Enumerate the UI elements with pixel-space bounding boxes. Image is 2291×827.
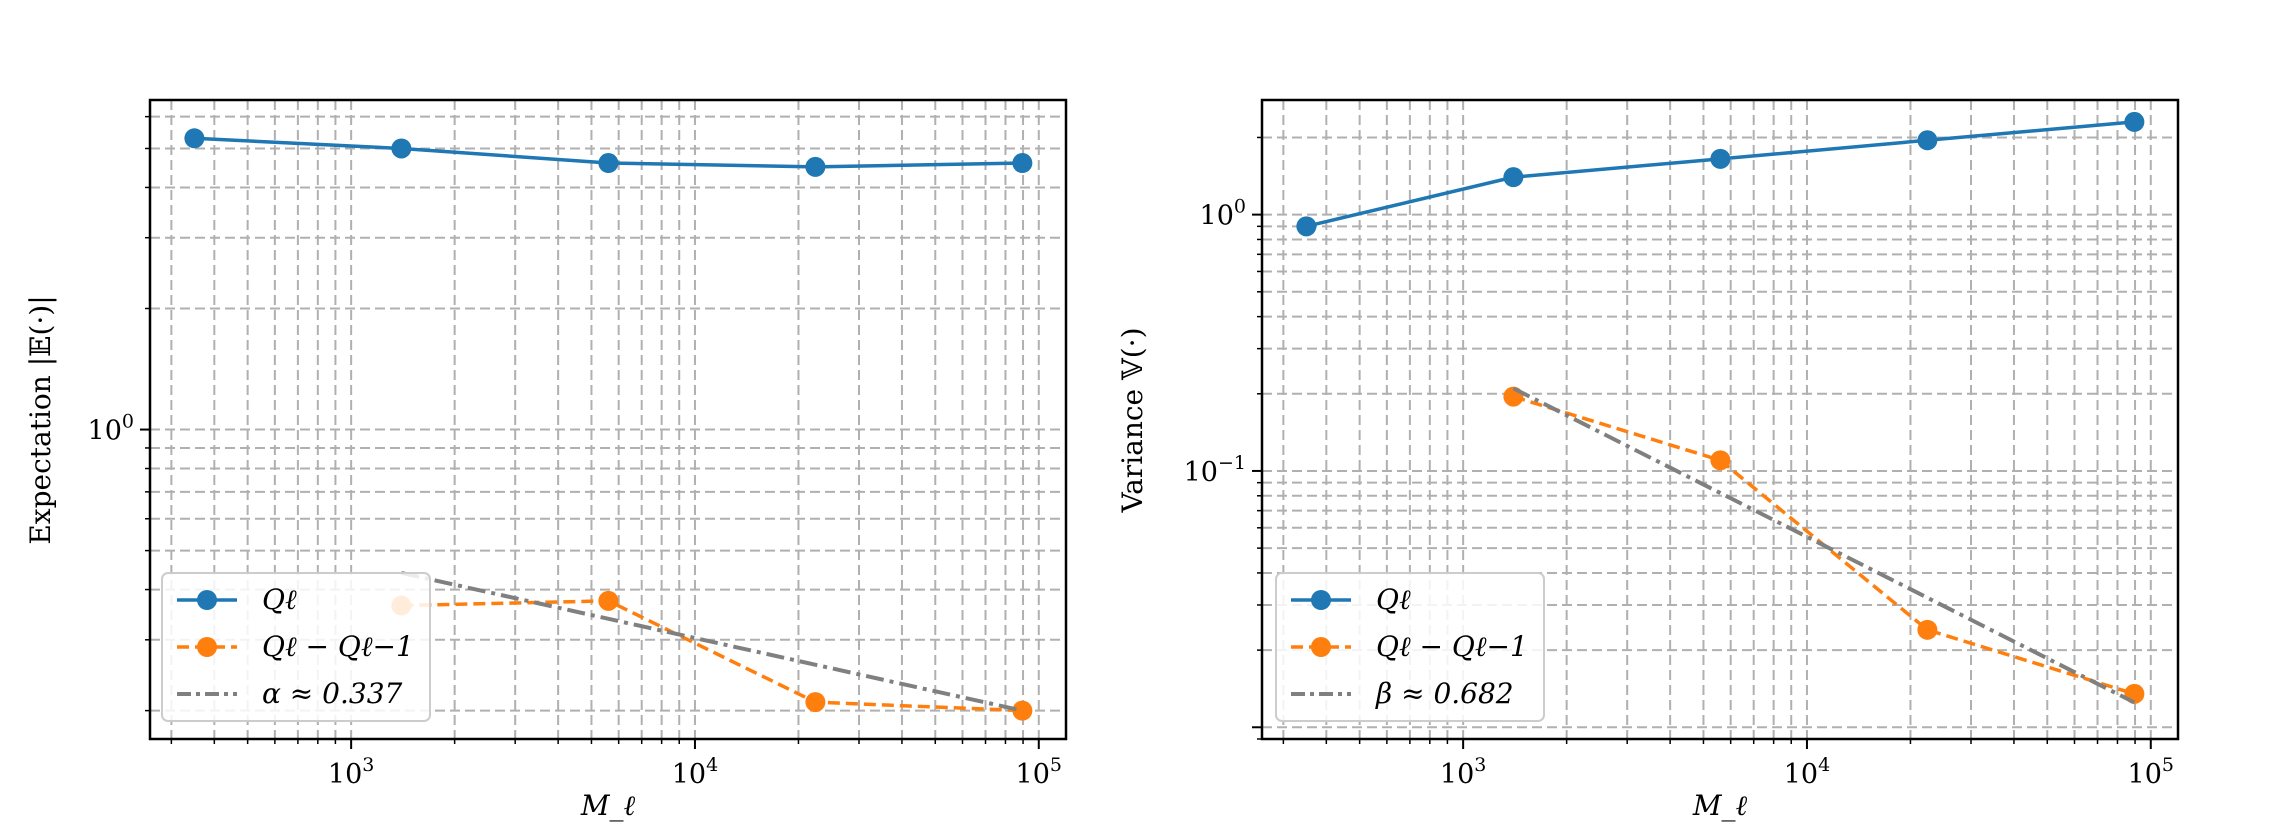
y-tick-label: 10−1 <box>1184 452 1246 488</box>
data-point <box>1710 450 1731 471</box>
legend: Qℓ Qℓ − Qℓ−1 α ≈ 0.337 <box>161 572 431 722</box>
x-tick-label: 103 <box>1440 754 1486 790</box>
legend-marker <box>197 590 217 610</box>
tick-marks <box>140 115 1040 749</box>
series-line-1 <box>401 599 1023 713</box>
data-point <box>1012 153 1033 174</box>
x-axis-label: M_ℓ <box>1692 789 1748 822</box>
legend-marker <box>1311 637 1331 657</box>
chart-expectation: 103 104 105 100 M_ℓ Expectation |𝔼(·)| Qℓ Qℓ − … <box>24 98 1068 822</box>
data-point <box>391 138 412 159</box>
data-point <box>598 153 619 174</box>
data-point <box>598 590 619 611</box>
series-group <box>1296 111 2145 705</box>
data-point <box>1503 167 1524 188</box>
y-tick-label: 100 <box>1200 196 1246 232</box>
data-point <box>1917 619 1938 640</box>
x-tick-label: 104 <box>1784 754 1830 790</box>
legend-label: Qℓ − Qℓ−1 <box>1376 630 1528 663</box>
legend-label: α ≈ 0.337 <box>262 677 403 710</box>
data-point <box>1296 216 1317 237</box>
x-tick-label: 104 <box>672 754 718 790</box>
x-axis-label: M_ℓ <box>580 789 636 822</box>
x-tick-label: 105 <box>2128 754 2174 790</box>
y-tick-label: 100 <box>88 411 134 447</box>
data-point <box>184 128 205 149</box>
data-point <box>805 692 826 713</box>
legend-label: Qℓ − Qℓ−1 <box>262 630 414 663</box>
x-tick-label: 103 <box>328 754 374 790</box>
grid <box>150 100 1066 739</box>
axes-frame <box>1260 98 2180 741</box>
chart-variance: 103 104 105 100 10−1 M_ℓ Variance 𝕍(·) Qℓ Qℓ − Q… <box>1116 98 2180 822</box>
legend: Qℓ Qℓ − Qℓ−1 β ≈ 0.682 <box>1275 572 1545 722</box>
axes-frame <box>148 98 1068 741</box>
series-line-2 <box>1512 386 2136 705</box>
data-point <box>805 156 826 177</box>
legend-marker <box>1311 590 1331 610</box>
legend-label: Qℓ <box>1376 583 1411 616</box>
legend-label: Qℓ <box>262 583 297 616</box>
y-axis-label: Expectation |𝔼(·)| <box>24 295 57 544</box>
legend-box <box>161 572 431 722</box>
series-line-2 <box>400 570 1023 713</box>
data-point <box>2124 111 2145 132</box>
data-point <box>1710 148 1731 169</box>
tick-marks <box>1252 136 2152 749</box>
x-tick-label: 105 <box>1016 754 1062 790</box>
legend-label: β ≈ 0.682 <box>1375 677 1514 710</box>
y-axis-label: Variance 𝕍(·) <box>1116 327 1149 513</box>
data-point <box>1917 130 1938 151</box>
legend-box <box>1275 572 1545 722</box>
legend-marker <box>197 637 217 657</box>
